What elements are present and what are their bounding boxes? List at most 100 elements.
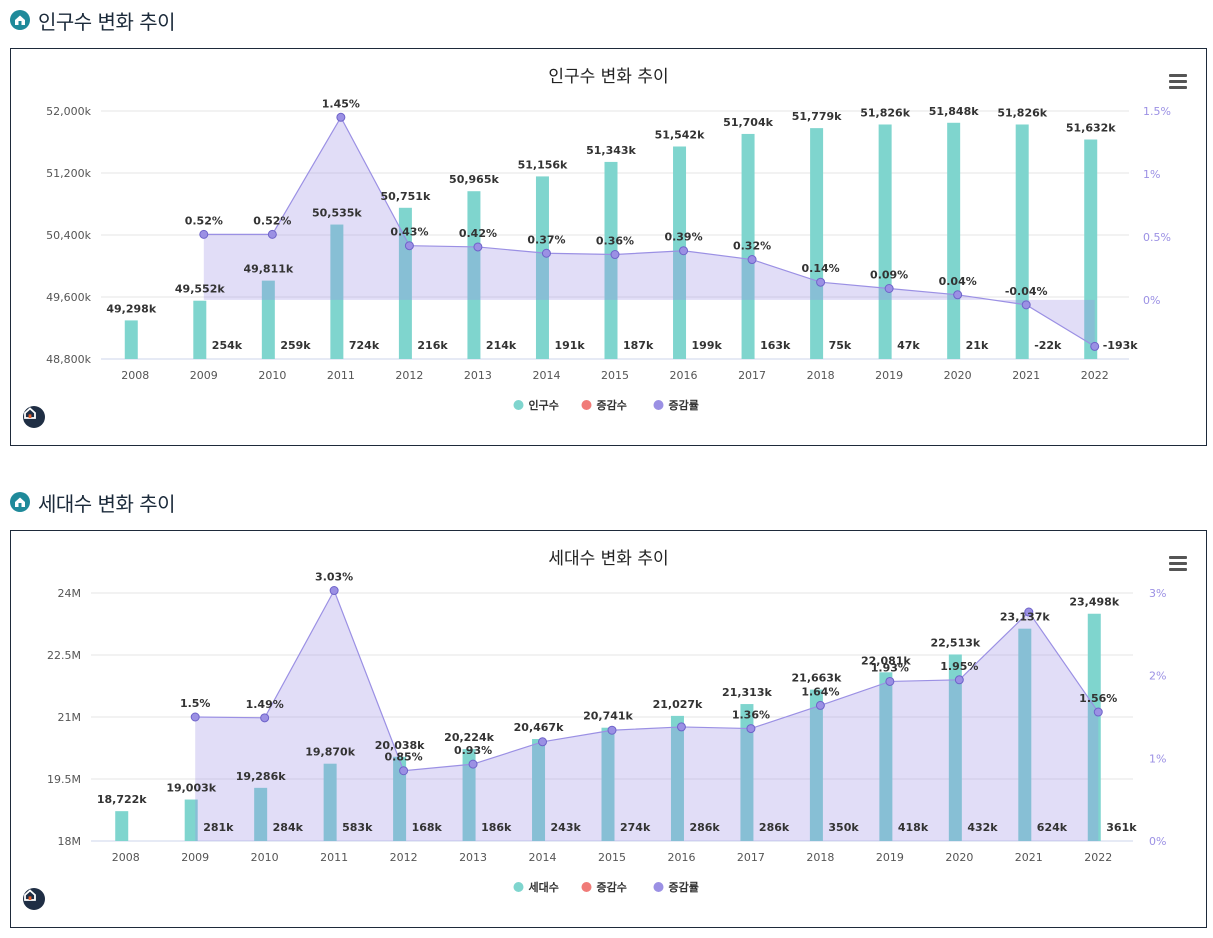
bar-value-label: 50,965k xyxy=(449,173,499,186)
rate-value-label: 0.52% xyxy=(253,214,291,227)
bar xyxy=(809,689,823,841)
rate-value-label: 3.03% xyxy=(315,571,353,584)
bar-value-label: 20,038k xyxy=(375,739,425,752)
x-axis-tick-label: 2013 xyxy=(459,851,487,864)
section-heading-households: 세대수 변화 추이 xyxy=(10,490,176,516)
right-axis-tick-label: 1.5% xyxy=(1143,105,1171,118)
delta-value-label: 624k xyxy=(1037,821,1068,834)
rate-point xyxy=(190,712,200,722)
brand-logo-icon xyxy=(23,406,45,428)
bar xyxy=(741,133,755,359)
chart-svg: 인구수 변화 추이 48,800k 49,600k 50,400k 51,200k 52,… xyxy=(46,67,1171,412)
x-axis-tick-label: 2014 xyxy=(532,369,560,382)
legend-marker xyxy=(653,400,664,410)
bar xyxy=(601,727,615,841)
bar xyxy=(462,749,476,841)
bar xyxy=(1084,139,1098,359)
rate-point xyxy=(541,248,551,258)
x-axis-tick-label: 2017 xyxy=(737,851,765,864)
x-axis-tick-label: 2019 xyxy=(876,851,904,864)
rate-point xyxy=(260,713,270,723)
bar-value-label: 21,027k xyxy=(653,698,703,711)
rate-point xyxy=(199,229,209,239)
delta-value-label: -22k xyxy=(1034,339,1062,352)
left-axis-tick-label: 52,000k xyxy=(46,105,91,118)
bar-value-label: 23,498k xyxy=(1069,596,1119,609)
bar-value-label: 20,467k xyxy=(514,721,564,734)
x-axis-tick-label: 2022 xyxy=(1081,369,1109,382)
rate-value-label: 1.64% xyxy=(801,685,839,698)
rate-area xyxy=(203,117,1095,347)
rate-value-label: -0.04% xyxy=(1005,285,1048,298)
bar-value-label: 51,343k xyxy=(586,144,636,157)
delta-value-label: 214k xyxy=(486,339,517,352)
bar xyxy=(879,672,893,841)
chart-svg: 세대수 변화 추이 18M 19.5M 21M 22.5M 24M 0% 1% 2% 3% 18,7… xyxy=(47,549,1166,894)
section-title: 인구수 변화 추이 xyxy=(38,9,176,34)
x-axis-tick-label: 2017 xyxy=(738,369,766,382)
delta-value-label: 418k xyxy=(898,821,929,834)
bar xyxy=(810,128,824,359)
bar-value-label: 50,751k xyxy=(381,190,431,203)
delta-value-label: -193k xyxy=(1103,339,1139,352)
rate-point xyxy=(336,112,346,122)
bar xyxy=(532,739,546,841)
bar-value-label: 49,811k xyxy=(243,263,293,276)
legend-marker xyxy=(513,882,524,892)
x-axis-tick-label: 2009 xyxy=(190,369,218,382)
bar-value-label: 51,848k xyxy=(929,105,979,118)
right-axis-tick-label: 0.5% xyxy=(1143,231,1171,244)
delta-value-label: 243k xyxy=(551,821,582,834)
hamburger-icon xyxy=(1169,74,1187,77)
x-axis-tick-label: 2011 xyxy=(320,851,348,864)
legend-label: 증감률 xyxy=(669,880,699,894)
bar-value-label: 21,313k xyxy=(722,686,772,699)
bar-value-label: 22,081k xyxy=(861,654,911,667)
bar xyxy=(1087,613,1101,841)
hamburger-icon xyxy=(1169,556,1187,559)
delta-value-label: 286k xyxy=(689,821,720,834)
rate-value-label: 0.36% xyxy=(596,235,634,248)
rate-point xyxy=(954,675,964,685)
rate-point xyxy=(953,290,963,300)
bar xyxy=(1018,628,1032,841)
left-axis-tick-label: 18M xyxy=(58,835,82,848)
bar-value-label: 19,003k xyxy=(166,782,216,795)
delta-value-label: 168k xyxy=(412,821,443,834)
right-axis-tick-label: 1% xyxy=(1149,752,1166,765)
rate-value-label: 0.37% xyxy=(527,233,565,246)
x-axis-tick-label: 2015 xyxy=(598,851,626,864)
rate-point xyxy=(329,586,339,596)
right-axis-tick-label: 3% xyxy=(1149,587,1166,600)
left-axis-tick-label: 51,200k xyxy=(46,167,91,180)
rate-point xyxy=(404,241,414,251)
x-axis-tick-label: 2013 xyxy=(464,369,492,382)
bar-value-label: 21,663k xyxy=(792,672,842,685)
bar-value-label: 51,542k xyxy=(655,128,705,141)
bar-value-label: 20,224k xyxy=(444,731,494,744)
rate-point xyxy=(1093,707,1103,717)
section-heading-population: 인구수 변화 추이 xyxy=(10,8,176,34)
chart-menu-button[interactable] xyxy=(1169,74,1187,90)
bar-value-label: 51,704k xyxy=(723,116,773,129)
left-axis-tick-label: 19.5M xyxy=(47,773,81,786)
delta-value-label: 286k xyxy=(759,821,790,834)
chart-menu-button[interactable] xyxy=(1169,556,1187,572)
rate-point xyxy=(468,759,478,769)
rate-point xyxy=(885,676,895,686)
x-axis-tick-label: 2012 xyxy=(395,369,423,382)
bar xyxy=(604,161,618,359)
right-axis-tick-label: 1% xyxy=(1143,168,1160,181)
delta-value-label: 361k xyxy=(1106,821,1137,834)
left-axis-tick-label: 48,800k xyxy=(46,353,91,366)
bar-value-label: 49,298k xyxy=(106,302,156,315)
delta-value-label: 254k xyxy=(212,339,243,352)
rate-value-label: 1.95% xyxy=(940,660,978,673)
rate-point xyxy=(1090,341,1100,351)
x-axis-tick-label: 2018 xyxy=(807,369,835,382)
rate-value-label: 0.52% xyxy=(185,214,223,227)
delta-value-label: 187k xyxy=(623,339,654,352)
home-icon xyxy=(10,492,30,512)
bar-value-label: 51,779k xyxy=(792,110,842,123)
rate-point xyxy=(815,700,825,710)
